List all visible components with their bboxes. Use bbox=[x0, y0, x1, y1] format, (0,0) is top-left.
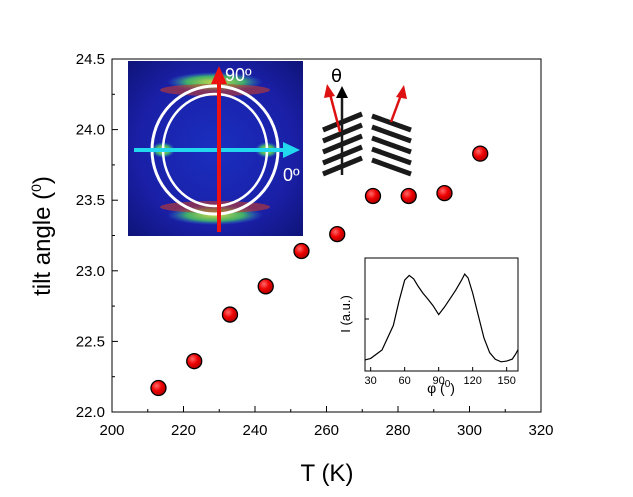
x-tick-label: 240 bbox=[242, 422, 267, 439]
y-tick-label: 23.5 bbox=[76, 192, 105, 209]
y-tick-label: 23.0 bbox=[76, 263, 105, 280]
data-points bbox=[150, 145, 489, 397]
data-point bbox=[221, 306, 239, 323]
data-point bbox=[364, 187, 382, 205]
inset-y-title: I (a.u.) bbox=[338, 295, 353, 333]
y-tick-label: 24.5 bbox=[76, 51, 105, 68]
tilt-schematic: θ bbox=[322, 66, 412, 177]
inset-x-axis: 30 60 90 120 150 bbox=[365, 367, 516, 387]
inset-x-tick-label: 120 bbox=[463, 375, 481, 387]
data-point bbox=[150, 379, 167, 397]
x-tick-label: 200 bbox=[99, 422, 124, 439]
y-axis-title: tilt angle (0) bbox=[28, 176, 56, 296]
y-tick-label: 22.0 bbox=[76, 404, 105, 421]
data-point bbox=[472, 145, 489, 162]
inset-frame bbox=[364, 257, 519, 372]
data-point bbox=[329, 225, 346, 243]
inset-x-tick-label: 30 bbox=[365, 375, 377, 387]
inset-x-tick-label: 150 bbox=[497, 375, 515, 387]
data-point bbox=[257, 278, 274, 295]
x-tick-label: 280 bbox=[385, 422, 410, 439]
y-axis: 22.0 22.5 23.0 23.5 24.0 24.5 bbox=[76, 51, 118, 421]
x-tick-label: 320 bbox=[528, 422, 553, 439]
data-point bbox=[436, 184, 453, 202]
tilt-normal-arrow-right bbox=[389, 94, 403, 123]
data-point bbox=[400, 187, 417, 205]
y-tick-label: 22.5 bbox=[76, 333, 105, 350]
theta-symbol: θ bbox=[331, 66, 342, 87]
inset-x-tick-label: 60 bbox=[399, 375, 411, 387]
x-tick-label: 300 bbox=[457, 422, 482, 439]
layer-stack-right bbox=[371, 113, 412, 177]
data-point bbox=[293, 242, 310, 260]
inset-x-tick-label: 90 bbox=[433, 375, 445, 387]
x-axis-title: T (K) bbox=[301, 460, 354, 487]
reference-arrowhead bbox=[336, 86, 348, 98]
y-tick-label: 24.0 bbox=[76, 122, 105, 139]
data-point bbox=[186, 353, 203, 370]
vertical-arrowhead bbox=[211, 66, 227, 84]
angle-label-0: 0º bbox=[283, 165, 300, 185]
horizontal-arrowhead bbox=[283, 142, 300, 158]
angle-label-90: 90º bbox=[225, 65, 252, 85]
intensity-inset: 30 60 90 120 150 I (a.u.) φ (0) bbox=[338, 257, 519, 396]
intensity-curve bbox=[364, 273, 519, 363]
diffraction-pattern-inset: 90º 0º bbox=[128, 61, 303, 236]
inset-x-title: φ (0) bbox=[427, 379, 455, 396]
x-axis: 200 220 240 260 280 300 320 bbox=[99, 406, 554, 439]
tilt-normal-arrow-left bbox=[328, 93, 342, 133]
x-tick-label: 260 bbox=[314, 422, 339, 439]
x-tick-label: 220 bbox=[171, 422, 196, 439]
